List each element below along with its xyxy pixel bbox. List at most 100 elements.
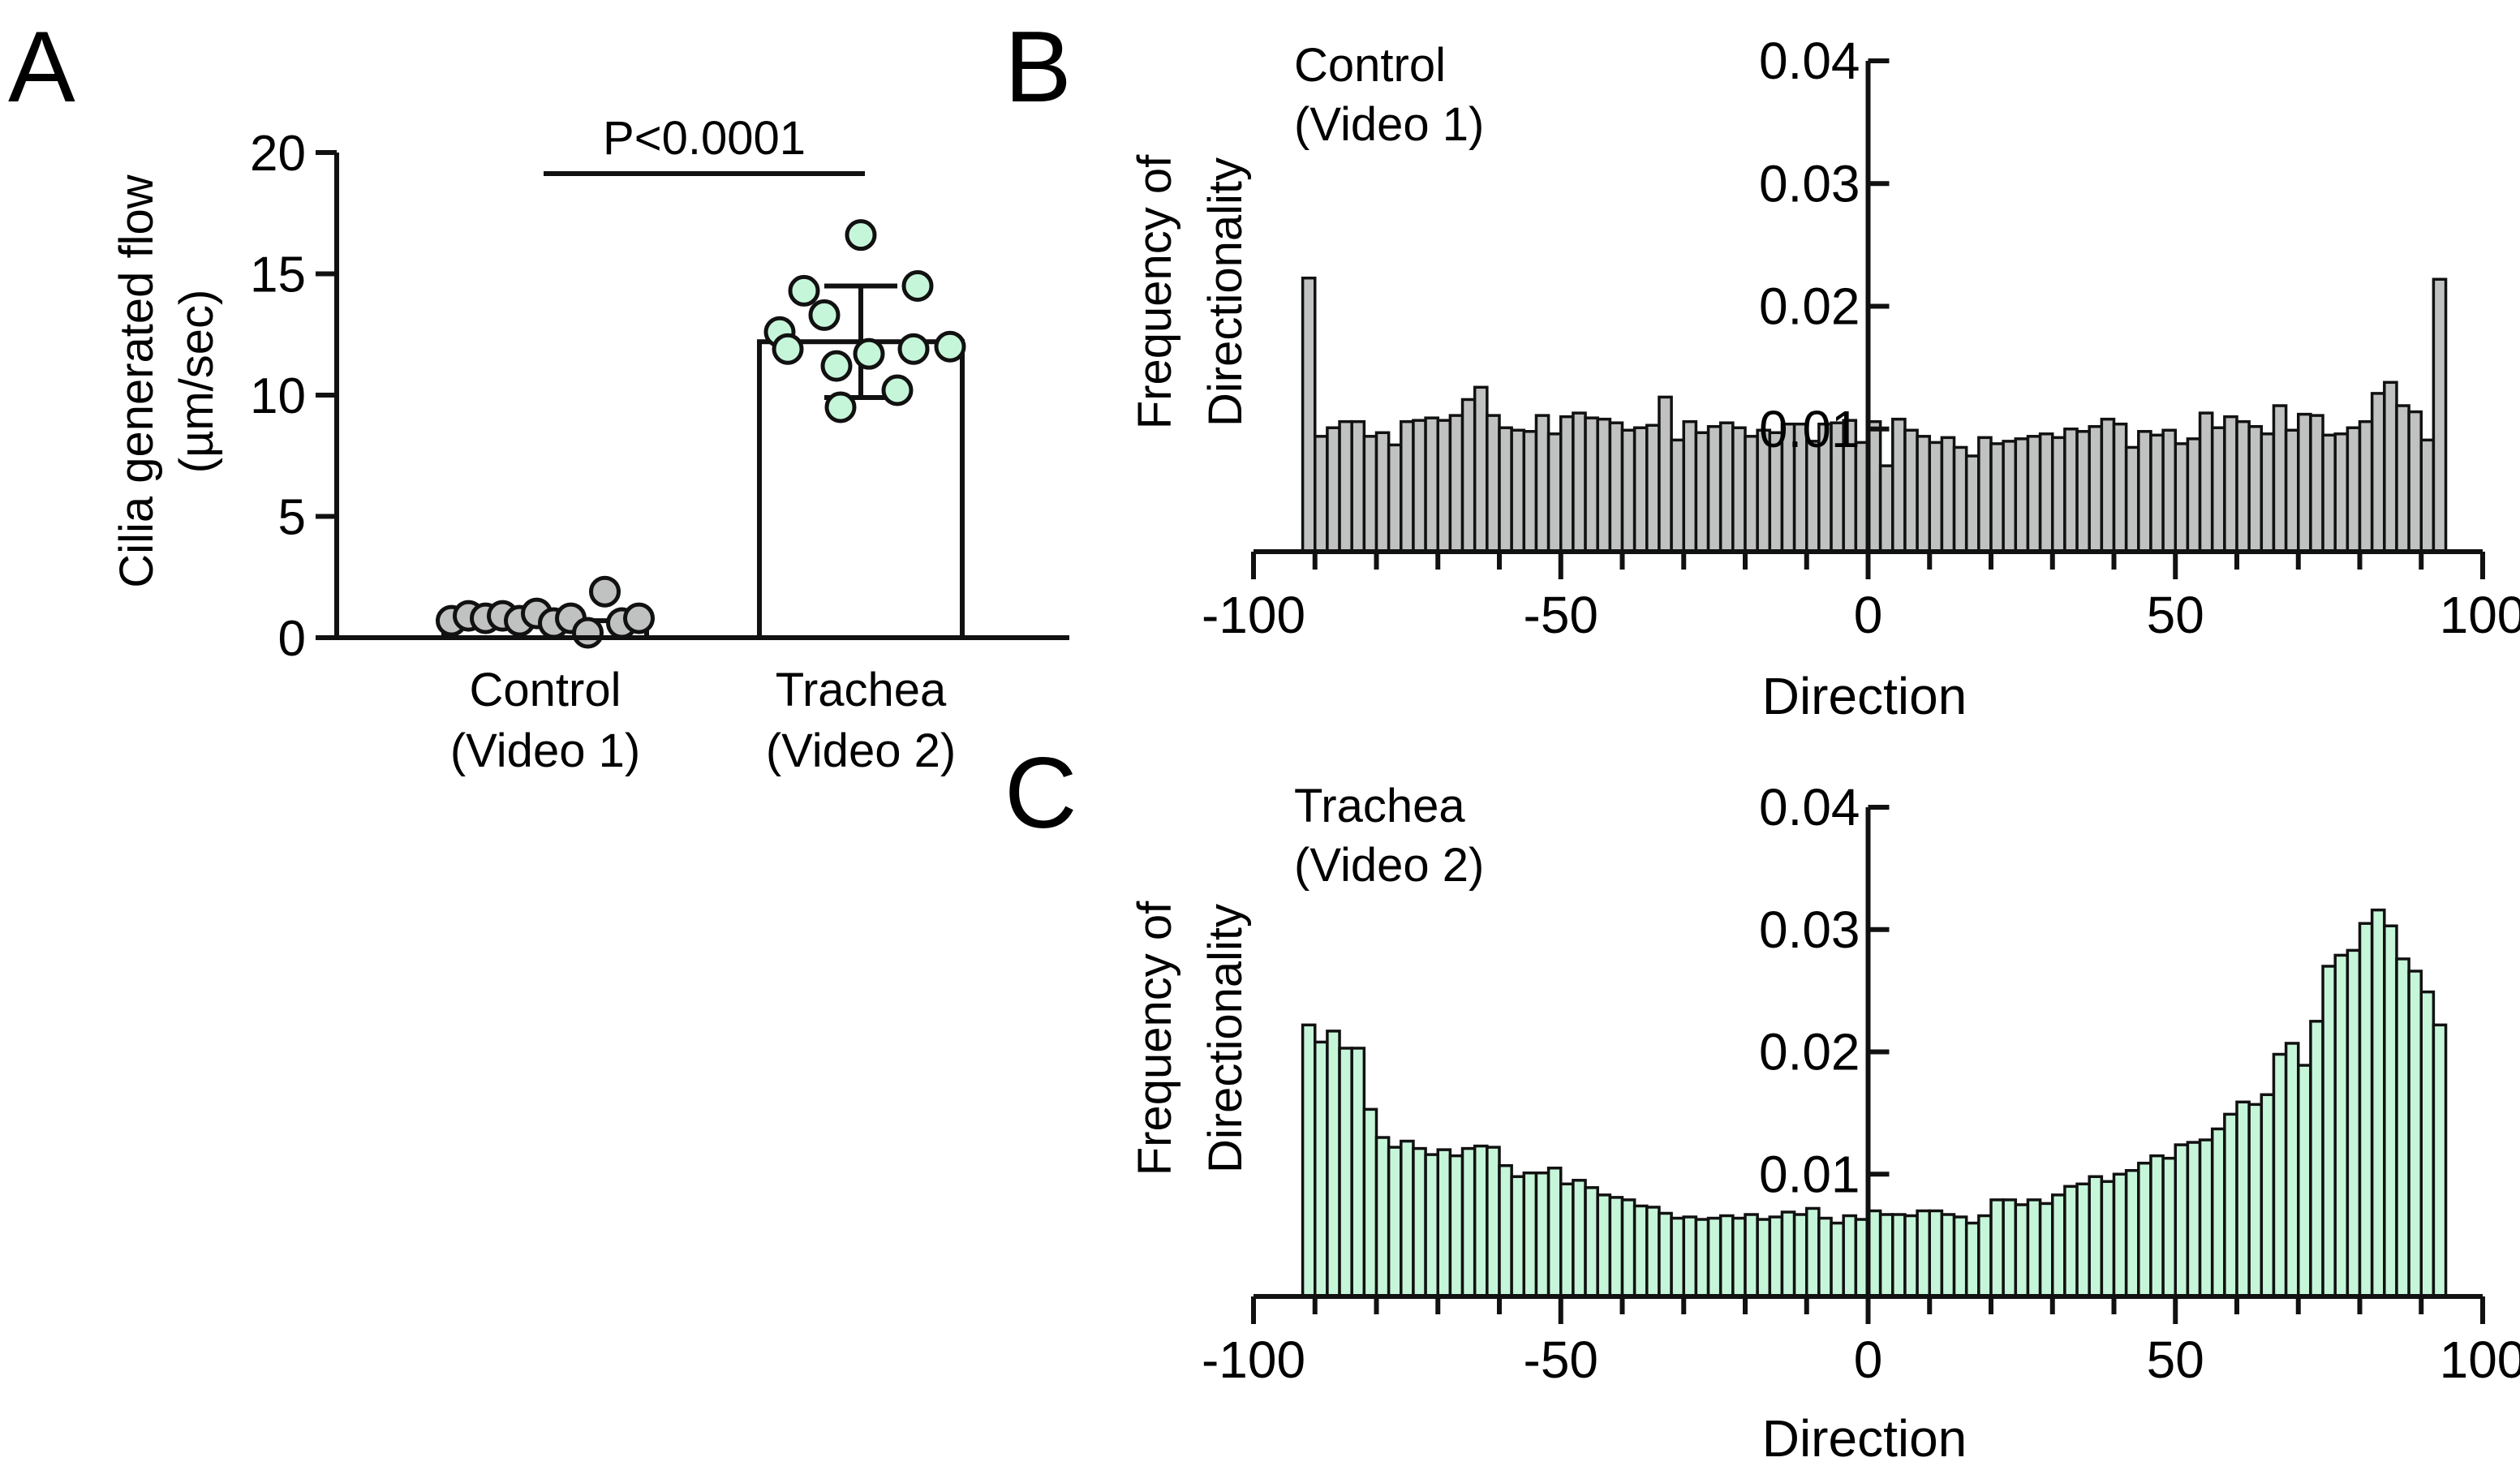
histogram-bar xyxy=(1436,1148,1452,1298)
histogram-bar xyxy=(1572,1179,1587,1298)
histogram-bar xyxy=(1682,1215,1698,1298)
category-label-trachea-line2: (Video 2) xyxy=(766,724,956,777)
data-point-trachea xyxy=(824,391,857,423)
histogram-bar xyxy=(2333,432,2350,553)
histogram-bar xyxy=(2419,438,2436,553)
histogram-bar xyxy=(2260,1093,2276,1298)
panel-b-ylabel-line1: Frequency of xyxy=(1129,154,1181,429)
histogram-bar xyxy=(1620,428,1636,553)
histogram-bar xyxy=(2210,1127,2226,1298)
histogram-bar xyxy=(2247,1103,2264,1298)
histogram-bar xyxy=(1362,1107,1378,1298)
histogram-bar xyxy=(1706,1216,1722,1298)
significance-label: P<0.0001 xyxy=(603,112,806,165)
panel-c-ylabel-line2: Directionality xyxy=(1199,904,1252,1173)
x-tick-label: -100 xyxy=(1202,586,1305,644)
histogram-bar xyxy=(1559,415,1575,553)
panel-b-xlabel: Direction xyxy=(1762,667,1967,725)
histogram-bar xyxy=(1756,1218,1772,1298)
panel-label-a: A xyxy=(8,11,75,123)
y-tick-label: 0.03 xyxy=(1759,901,1860,959)
histogram-bar xyxy=(1903,428,1919,553)
histogram-bar xyxy=(1817,1216,1833,1298)
histogram-bar xyxy=(1534,414,1550,553)
histogram-bar xyxy=(2124,445,2140,553)
histogram-bar xyxy=(1620,1198,1636,1298)
histogram-bar xyxy=(1878,464,1894,553)
histogram-bar xyxy=(1301,1023,1317,1298)
histogram-bar xyxy=(2395,404,2410,553)
histogram-bar xyxy=(1645,1206,1661,1298)
histogram-bar xyxy=(2075,1182,2091,1298)
histogram-bar xyxy=(2174,1143,2190,1298)
histogram-bar xyxy=(2026,435,2042,553)
histogram-bar xyxy=(1510,428,1526,553)
panel-c-axes: -100 -50 0 50 100 0.01 0.02 0.03 0.04 xyxy=(1202,778,2520,1389)
histogram-bar xyxy=(1989,442,2005,553)
histogram-bar xyxy=(1473,1144,1489,1298)
histogram-bar xyxy=(1731,1216,1747,1298)
histogram-bar xyxy=(2161,1156,2178,1298)
panel-b: B Control (Video 1) Frequency of Directi… xyxy=(1004,11,2520,725)
histogram-bar xyxy=(1940,1213,1956,1298)
x-tick-label: 50 xyxy=(2147,1331,2204,1389)
histogram-bar xyxy=(2333,953,2350,1298)
panel-b-axes: -100 -50 0 50 100 0.01 0.02 0.03 0.04 xyxy=(1202,32,2520,644)
histogram-bar xyxy=(2432,277,2448,553)
histogram-bar xyxy=(2210,426,2226,553)
histogram-bar xyxy=(1718,421,1735,553)
histogram-bar xyxy=(1891,1213,1907,1298)
histogram-bar xyxy=(1314,435,1329,553)
histogram-bar xyxy=(1460,398,1477,553)
panel-label-b: B xyxy=(1004,11,1072,123)
histogram-bar xyxy=(1744,1213,1759,1298)
histogram-bar xyxy=(2075,430,2091,553)
y-tick-label: 0.02 xyxy=(1759,1023,1860,1081)
histogram-bar xyxy=(2186,437,2202,553)
histogram-bar xyxy=(1940,436,1956,553)
data-point-trachea xyxy=(934,330,966,363)
category-label-control-line1: Control xyxy=(470,664,621,716)
histogram-bar xyxy=(2100,1180,2116,1298)
panel-a-bars xyxy=(441,283,965,641)
histogram-bar xyxy=(1510,1175,1526,1298)
histogram-bar xyxy=(2038,1202,2054,1298)
panel-c-series-label-line1: Trachea xyxy=(1294,780,1465,832)
y-tick-label: 0.04 xyxy=(1759,32,1860,90)
panel-b-series-label-line2: (Video 1) xyxy=(1294,98,1484,151)
histogram-bar xyxy=(2321,433,2337,553)
panel-a-points xyxy=(436,219,966,649)
panel-c-bars xyxy=(1301,908,2448,1298)
y-tick-label: 0.03 xyxy=(1759,154,1860,213)
histogram-bar xyxy=(2002,440,2018,553)
histogram-bar xyxy=(1632,1204,1649,1298)
histogram-bar xyxy=(2186,1141,2202,1298)
histogram-bar xyxy=(1878,1213,1894,1298)
histogram-bar xyxy=(2223,1112,2238,1298)
histogram-bar xyxy=(1350,419,1366,553)
histogram-bar xyxy=(1400,1139,1415,1298)
histogram-bar xyxy=(2112,422,2128,553)
histogram-bar xyxy=(1658,395,1673,553)
histogram-bar xyxy=(2014,1203,2030,1298)
histogram-bar xyxy=(1460,1146,1477,1298)
histogram-bar xyxy=(2272,1052,2288,1298)
y-tick-label: 15 xyxy=(250,247,306,303)
histogram-bar xyxy=(2063,428,2079,553)
histogram-bar xyxy=(1387,443,1403,553)
histogram-bar xyxy=(2063,1184,2079,1298)
histogram-bar xyxy=(2309,414,2324,553)
histogram-bar xyxy=(2038,432,2054,553)
histogram-bar xyxy=(2358,419,2374,553)
histogram-bar xyxy=(2383,924,2398,1298)
histogram-bar xyxy=(1952,1215,1968,1298)
data-point-trachea xyxy=(881,374,914,406)
histogram-bar xyxy=(1374,431,1391,553)
category-label-trachea-line1: Trachea xyxy=(776,664,947,716)
histogram-bar xyxy=(2432,1023,2448,1298)
y-tick-label: 0.02 xyxy=(1759,277,1860,336)
histogram-bar xyxy=(1744,435,1759,553)
x-tick-label: -100 xyxy=(1202,1331,1305,1389)
y-tick-label: 10 xyxy=(250,368,306,424)
histogram-bar xyxy=(1326,1030,1341,1298)
